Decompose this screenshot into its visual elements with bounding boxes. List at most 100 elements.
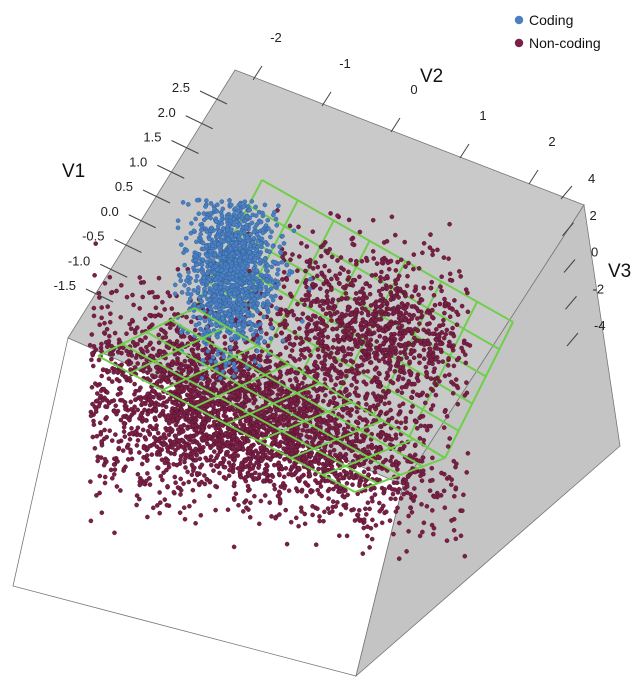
- noncoding-point: [288, 369, 294, 375]
- noncoding-point: [271, 482, 277, 488]
- noncoding-point: [389, 415, 395, 421]
- noncoding-point: [422, 423, 428, 429]
- noncoding-point: [378, 424, 383, 429]
- noncoding-point: [112, 408, 118, 414]
- noncoding-point: [320, 466, 326, 471]
- noncoding-point: [418, 423, 424, 429]
- noncoding-point: [365, 340, 371, 345]
- noncoding-point: [299, 509, 304, 514]
- noncoding-point: [421, 356, 427, 362]
- noncoding-point: [421, 342, 427, 348]
- noncoding-point: [432, 494, 437, 500]
- noncoding-point: [347, 392, 352, 397]
- noncoding-point: [262, 493, 268, 498]
- noncoding-point: [235, 408, 240, 413]
- noncoding-point: [324, 289, 330, 295]
- noncoding-point: [320, 366, 325, 372]
- noncoding-point: [91, 422, 97, 428]
- noncoding-point: [141, 445, 147, 451]
- noncoding-point: [350, 482, 355, 488]
- noncoding-point: [288, 257, 293, 263]
- noncoding-point: [189, 455, 195, 460]
- noncoding-point: [95, 398, 100, 404]
- noncoding-point: [315, 347, 321, 352]
- noncoding-point: [319, 298, 325, 304]
- noncoding-point: [398, 257, 404, 263]
- noncoding-point: [119, 282, 124, 288]
- noncoding-point: [283, 345, 289, 350]
- noncoding-point: [304, 493, 309, 499]
- noncoding-point: [105, 304, 110, 309]
- noncoding-point: [430, 477, 435, 483]
- noncoding-point: [366, 355, 372, 360]
- noncoding-point: [365, 466, 371, 472]
- noncoding-point: [124, 294, 130, 300]
- noncoding-point: [252, 470, 258, 476]
- noncoding-point: [178, 364, 183, 370]
- noncoding-point: [107, 274, 113, 280]
- noncoding-point: [462, 352, 468, 358]
- noncoding-point: [383, 298, 388, 304]
- noncoding-point: [357, 274, 362, 280]
- noncoding-point: [441, 488, 447, 494]
- noncoding-point: [273, 333, 279, 339]
- noncoding-point: [189, 472, 195, 478]
- noncoding-point: [202, 473, 207, 478]
- noncoding-point: [406, 513, 411, 519]
- noncoding-point: [157, 446, 162, 452]
- noncoding-point: [385, 306, 391, 312]
- noncoding-point: [160, 299, 165, 305]
- noncoding-point: [173, 434, 178, 439]
- noncoding-point: [417, 338, 423, 344]
- noncoding-point: [329, 464, 335, 469]
- coding-point: [199, 262, 205, 268]
- noncoding-point: [134, 325, 140, 330]
- noncoding-point: [274, 408, 279, 413]
- noncoding-point: [462, 553, 468, 559]
- noncoding-point: [432, 302, 438, 308]
- noncoding-point: [394, 480, 400, 486]
- noncoding-point: [181, 505, 187, 511]
- noncoding-point: [454, 357, 460, 363]
- noncoding-point: [397, 403, 402, 409]
- noncoding-point: [108, 467, 114, 473]
- noncoding-point: [463, 287, 469, 292]
- noncoding-point: [318, 454, 323, 460]
- noncoding-point: [373, 523, 379, 528]
- noncoding-point: [372, 367, 378, 372]
- noncoding-point: [157, 510, 162, 516]
- noncoding-point: [299, 474, 304, 480]
- noncoding-point: [382, 487, 387, 492]
- noncoding-point: [231, 497, 237, 502]
- noncoding-point: [152, 294, 158, 300]
- noncoding-point: [408, 409, 414, 415]
- noncoding-point: [337, 451, 343, 457]
- noncoding-point: [151, 388, 156, 394]
- noncoding-point: [145, 514, 150, 520]
- coding-point: [227, 297, 232, 303]
- noncoding-point: [128, 360, 134, 366]
- noncoding-point: [194, 366, 200, 372]
- noncoding-point: [118, 314, 123, 320]
- noncoding-point: [137, 306, 142, 311]
- noncoding-point: [351, 507, 356, 512]
- noncoding-point: [396, 556, 402, 562]
- noncoding-point: [91, 363, 96, 369]
- noncoding-point: [169, 409, 174, 414]
- noncoding-point: [302, 375, 307, 381]
- noncoding-point: [451, 528, 457, 533]
- noncoding-point: [315, 299, 321, 304]
- noncoding-point: [354, 367, 359, 373]
- noncoding-point: [325, 334, 331, 340]
- noncoding-point: [259, 458, 264, 464]
- noncoding-point: [357, 454, 363, 459]
- noncoding-point: [202, 420, 208, 426]
- noncoding-point: [319, 360, 324, 366]
- noncoding-point: [381, 490, 387, 496]
- noncoding-point: [233, 340, 238, 346]
- noncoding-point: [355, 512, 361, 518]
- noncoding-point: [246, 438, 251, 444]
- noncoding-point: [268, 317, 274, 323]
- coding-point: [228, 336, 234, 342]
- noncoding-point: [393, 281, 399, 287]
